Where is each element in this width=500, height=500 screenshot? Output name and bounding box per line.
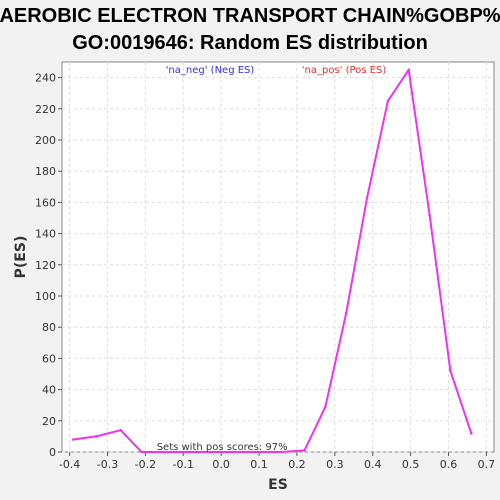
x-tick-label: 0.5: [402, 458, 420, 471]
data-point: [344, 311, 348, 315]
y-tick-label: 160: [35, 196, 56, 209]
x-tick-label: 0.3: [326, 458, 344, 471]
data-point: [449, 369, 452, 373]
data-point: [469, 431, 473, 435]
x-axis-label: ES: [268, 477, 288, 493]
y-axis-label: P(ES): [13, 236, 29, 279]
x-tick-label: 0.7: [478, 458, 496, 471]
y-tick-label: 240: [35, 72, 56, 85]
y-tick-label: 0: [49, 446, 56, 459]
x-tick-label: 0.6: [440, 458, 458, 471]
data-point: [280, 450, 284, 454]
data-point: [428, 213, 431, 217]
y-tick-label: 200: [35, 134, 56, 147]
legend-entry: 'na_pos' (Pos ES): [302, 65, 387, 76]
data-point: [94, 435, 98, 438]
x-tick-label: -0.4: [59, 458, 80, 471]
legend-entry: 'na_neg' (Neg ES): [166, 65, 255, 76]
data-point: [386, 99, 390, 103]
data-point: [185, 450, 189, 454]
data-point: [365, 196, 369, 200]
x-tick-label: -0.2: [135, 458, 156, 471]
grid-lines: [62, 62, 494, 453]
data-point: [163, 450, 166, 454]
series-layer: [72, 68, 473, 454]
y-tick-label: 20: [42, 415, 56, 428]
chart-title-line2: GO:0019646: Random ES distribution: [72, 32, 428, 54]
x-tick-label: 0.2: [288, 458, 306, 471]
data-point: [119, 428, 123, 432]
x-tick-label: -0.1: [173, 458, 194, 471]
legend: 'na_neg' (Neg ES) 'na_pos' (Pos ES): [166, 65, 387, 76]
y-tick-label: 100: [35, 290, 56, 303]
data-point: [303, 449, 306, 452]
data-point: [208, 450, 212, 454]
data-point: [231, 450, 234, 454]
x-tick-label: 0.1: [250, 458, 268, 471]
chart-title-line1: AEROBIC ELECTRON TRANSPORT CHAIN%GOBP%: [0, 5, 500, 27]
x-tick-label: -0.3: [97, 458, 118, 471]
y-tick-label: 60: [42, 352, 56, 365]
data-point: [72, 438, 75, 441]
data-point: [324, 405, 327, 409]
data-point: [407, 68, 411, 72]
pos-score-annotation: Sets with pos scores: 97%: [157, 442, 288, 453]
x-tick-label: 0.0: [212, 458, 230, 471]
data-point: [253, 450, 257, 454]
y-tick-label: 220: [35, 103, 56, 116]
y-tick-label: 180: [35, 165, 56, 178]
y-tick-label: 140: [35, 228, 56, 241]
y-tick-label: 40: [42, 384, 56, 397]
y-tick-label: 120: [35, 259, 56, 272]
plot-area: [61, 61, 495, 453]
data-point: [140, 450, 143, 454]
x-tick-label: 0.4: [364, 458, 382, 471]
y-tick-label: 80: [42, 321, 56, 334]
axes: -0.4 -0.3 -0.2 -0.1 0.0 0.1 0.2 0.3 0.4 0.5 0.6 0.7…: [35, 72, 495, 471]
